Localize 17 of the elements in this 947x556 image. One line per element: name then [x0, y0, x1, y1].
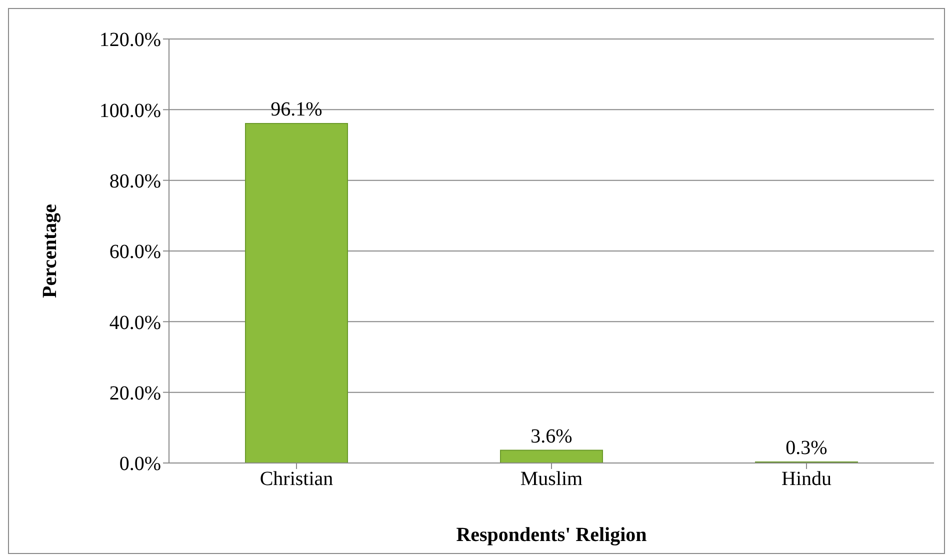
bar	[245, 122, 348, 463]
x-tick-label: Muslim	[520, 468, 584, 490]
y-tick-label: 80.0%	[109, 170, 161, 192]
y-tick-label: 40.0%	[109, 312, 161, 334]
y-tick-label: 100.0%	[99, 100, 161, 122]
x-tick-label: Christian	[260, 468, 334, 490]
y-tick-label: 20.0%	[109, 382, 161, 404]
data-label: 96.1%	[270, 98, 322, 120]
x-axis-title: Respondents' Religion	[456, 524, 647, 546]
x-tick-label: Hindu	[782, 468, 832, 490]
y-tick-label: 60.0%	[109, 241, 161, 264]
data-label: 3.6%	[530, 425, 572, 448]
data-label: 0.3%	[786, 436, 828, 459]
y-tick-label: 120.0%	[99, 29, 161, 52]
y-axis-title: Percentage	[39, 204, 62, 298]
y-tick-label: 0.0%	[119, 453, 161, 476]
bar	[500, 450, 603, 463]
